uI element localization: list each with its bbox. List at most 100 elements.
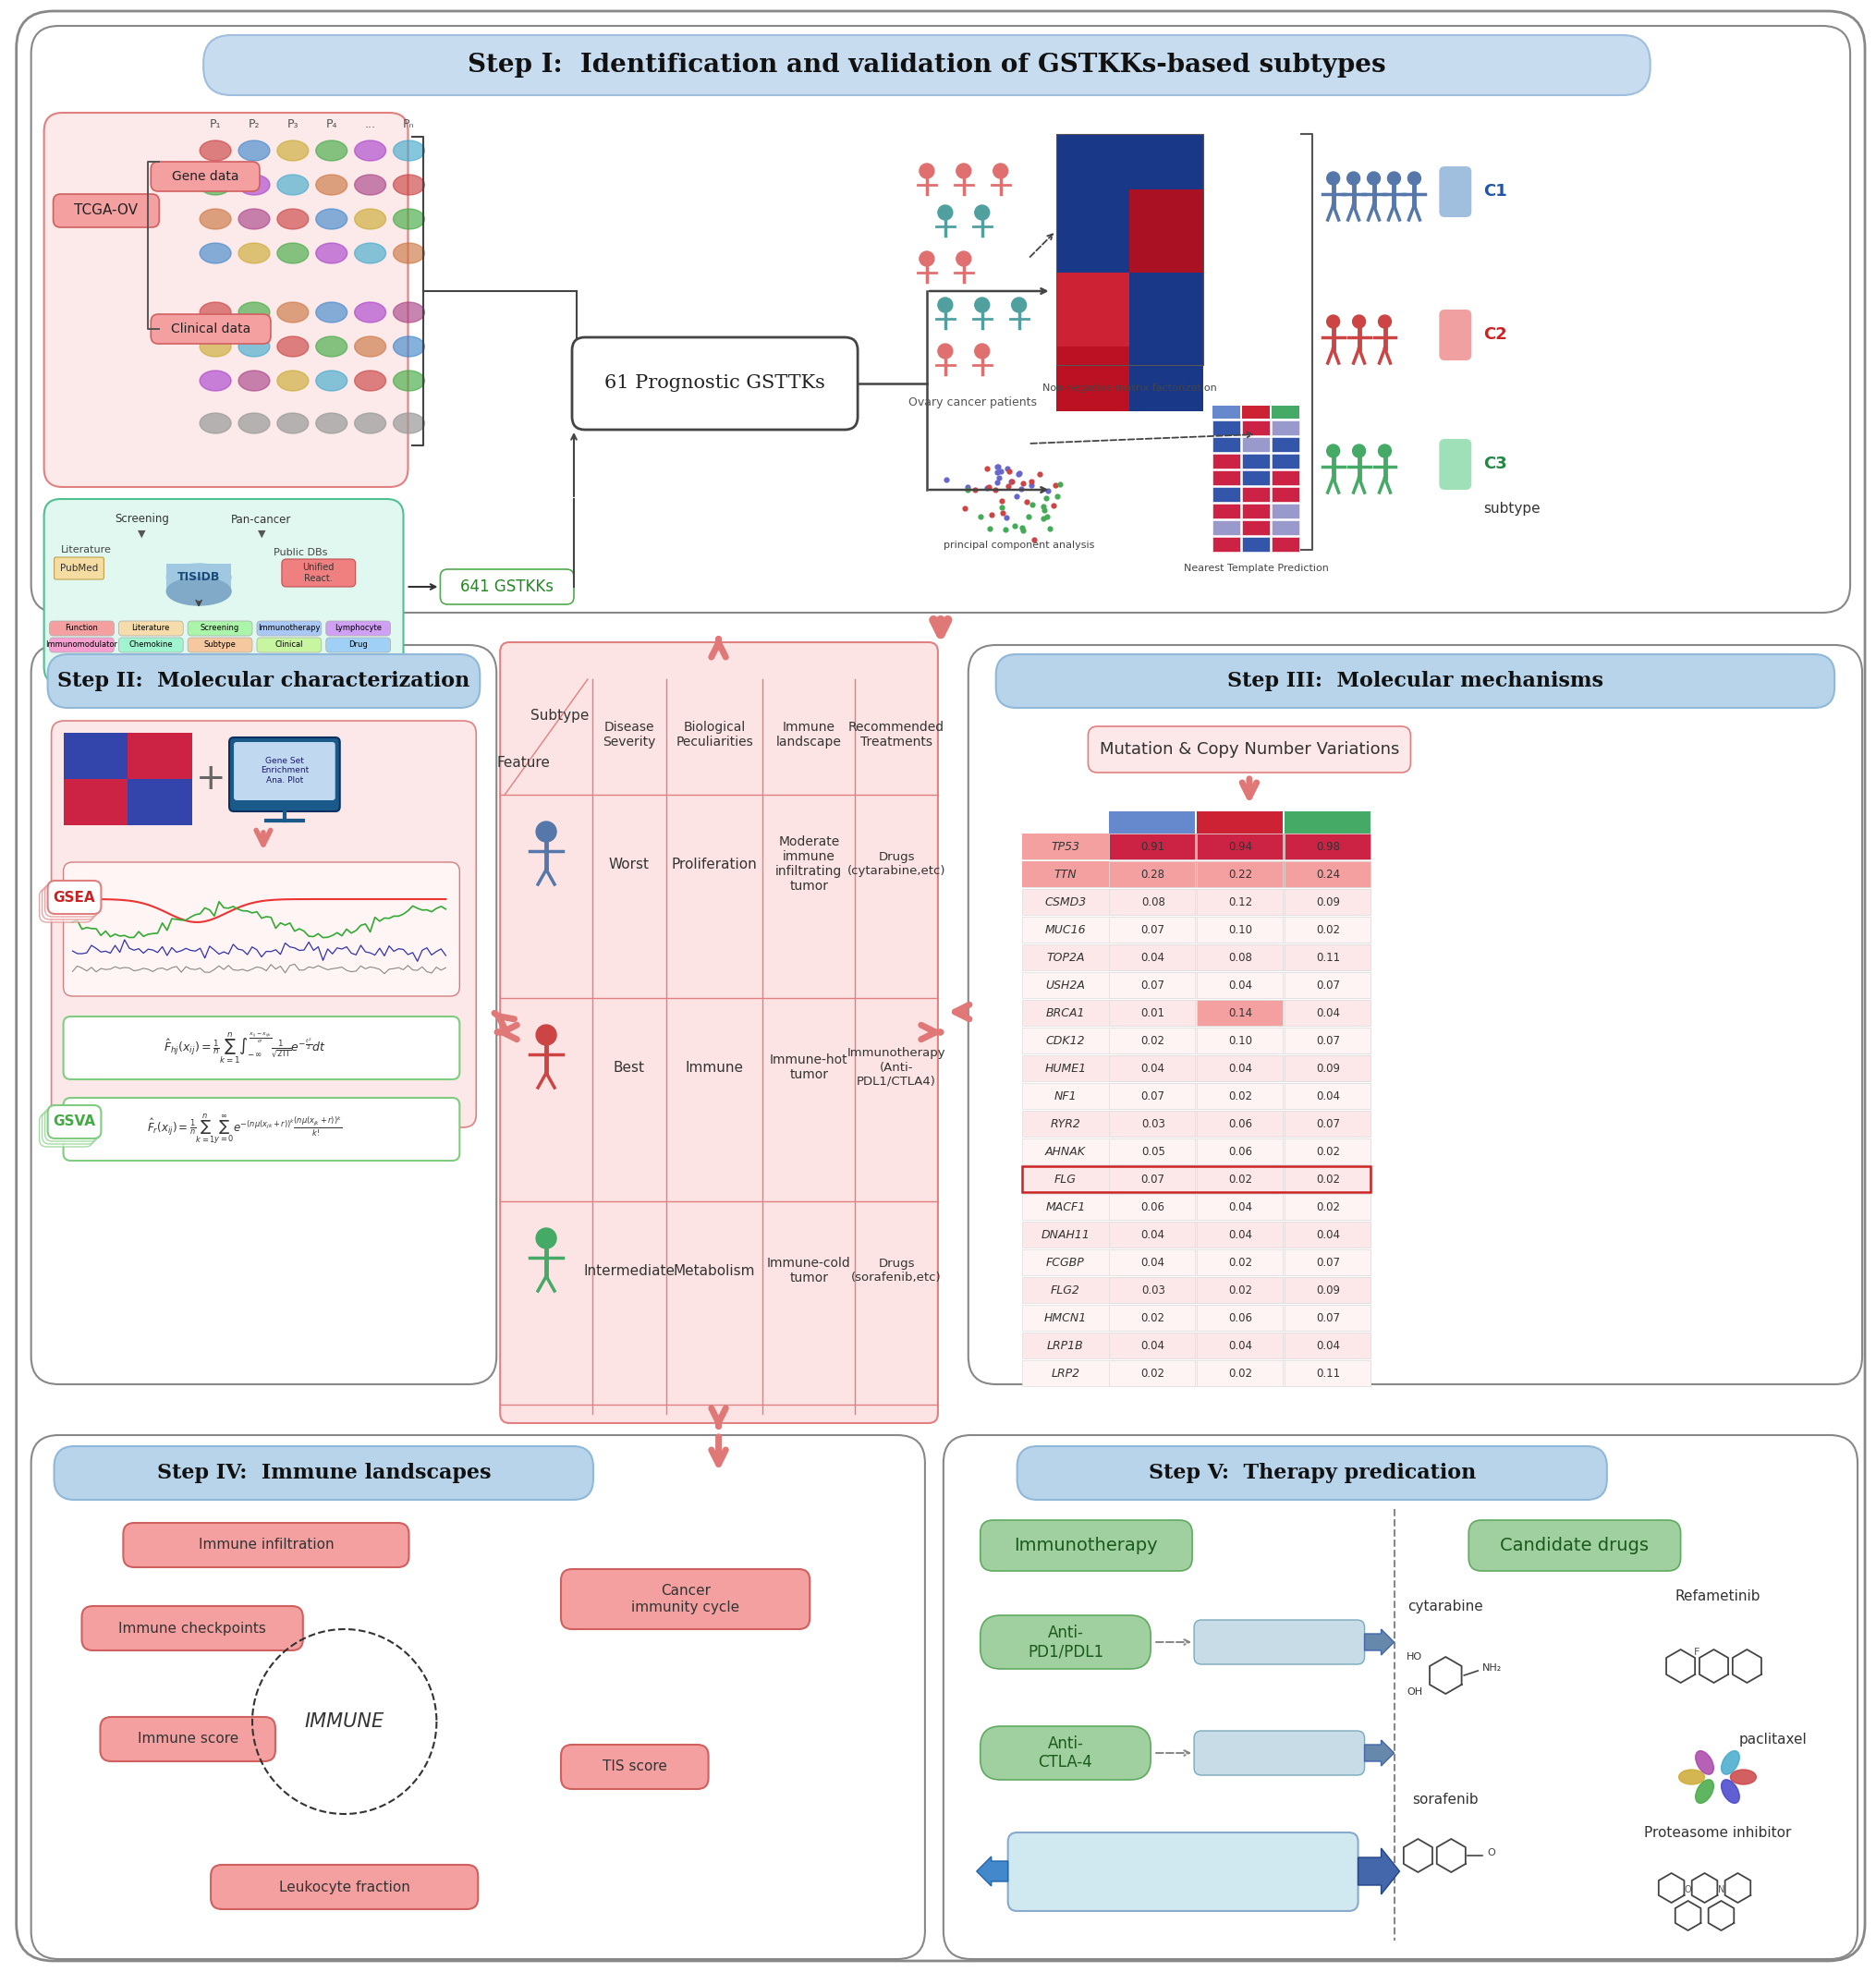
Point bbox=[1045, 469, 1075, 501]
Text: Immunotherapy
(Anti-
PDL1/CTLA4): Immunotherapy (Anti- PDL1/CTLA4) bbox=[848, 1047, 946, 1087]
Bar bbox=[1285, 1000, 1369, 1025]
Circle shape bbox=[1353, 316, 1366, 327]
Text: 0.94: 0.94 bbox=[1229, 840, 1253, 852]
Text: 0.11: 0.11 bbox=[1317, 1367, 1339, 1378]
Bar bbox=[1285, 1027, 1369, 1053]
FancyBboxPatch shape bbox=[981, 1520, 1193, 1572]
Ellipse shape bbox=[315, 302, 347, 323]
Point bbox=[1032, 501, 1062, 532]
FancyBboxPatch shape bbox=[981, 1615, 1150, 1668]
Text: principal component analysis: principal component analysis bbox=[944, 540, 1094, 550]
Ellipse shape bbox=[315, 337, 347, 357]
FancyBboxPatch shape bbox=[49, 637, 114, 653]
Text: O: O bbox=[1488, 1848, 1495, 1858]
Ellipse shape bbox=[238, 302, 270, 323]
Bar bbox=[1285, 1278, 1369, 1303]
Text: Subtype: Subtype bbox=[204, 641, 236, 649]
Point bbox=[996, 465, 1026, 497]
Text: paclitaxel: paclitaxel bbox=[1739, 1733, 1807, 1747]
Point bbox=[1024, 459, 1054, 491]
Bar bbox=[1109, 1165, 1195, 1191]
Ellipse shape bbox=[355, 209, 386, 229]
Bar bbox=[1109, 1138, 1195, 1163]
Circle shape bbox=[1011, 298, 1026, 312]
Bar bbox=[1129, 272, 1203, 412]
FancyBboxPatch shape bbox=[41, 1110, 96, 1144]
Text: C3: C3 bbox=[1484, 456, 1506, 471]
Bar bbox=[1109, 889, 1195, 915]
Ellipse shape bbox=[394, 176, 424, 195]
Bar bbox=[1272, 471, 1298, 485]
Text: 0.03: 0.03 bbox=[1141, 1118, 1165, 1130]
Bar bbox=[1212, 503, 1240, 519]
Text: 0.11: 0.11 bbox=[1317, 951, 1339, 964]
Text: TTN: TTN bbox=[1054, 868, 1077, 880]
Bar bbox=[1022, 1000, 1369, 1025]
Bar bbox=[1109, 1110, 1195, 1136]
Text: DNAH11: DNAH11 bbox=[1041, 1229, 1090, 1240]
FancyBboxPatch shape bbox=[43, 112, 407, 487]
Text: 0.04: 0.04 bbox=[1229, 1339, 1253, 1351]
Text: Recommended
Treatments: Recommended Treatments bbox=[848, 720, 944, 749]
Bar bbox=[1242, 487, 1270, 501]
Text: ▼: ▼ bbox=[257, 530, 265, 538]
Ellipse shape bbox=[394, 243, 424, 264]
Text: subtype: subtype bbox=[1484, 501, 1540, 515]
Bar bbox=[1212, 454, 1240, 469]
Text: Immune infiltration: Immune infiltration bbox=[199, 1538, 334, 1552]
Text: Disease
Severity: Disease Severity bbox=[602, 720, 657, 749]
Text: 0.02: 0.02 bbox=[1317, 1173, 1339, 1185]
Bar bbox=[1272, 536, 1298, 552]
Bar bbox=[1197, 1193, 1283, 1221]
Text: Immunomodulator: Immunomodulator bbox=[45, 641, 118, 649]
Ellipse shape bbox=[238, 371, 270, 390]
Ellipse shape bbox=[238, 140, 270, 162]
Text: 0.07: 0.07 bbox=[1141, 923, 1165, 935]
Bar bbox=[1212, 487, 1240, 501]
Bar bbox=[1056, 347, 1129, 412]
Text: Intermediate: Intermediate bbox=[583, 1264, 675, 1278]
FancyBboxPatch shape bbox=[188, 621, 251, 635]
Ellipse shape bbox=[1722, 1779, 1739, 1802]
Text: 0.02: 0.02 bbox=[1317, 923, 1339, 935]
FancyBboxPatch shape bbox=[99, 1718, 276, 1761]
FancyBboxPatch shape bbox=[54, 558, 103, 580]
Text: 0.04: 0.04 bbox=[1317, 1339, 1339, 1351]
Bar bbox=[1022, 1165, 1369, 1191]
Text: 0.07: 0.07 bbox=[1317, 978, 1339, 992]
Bar bbox=[1197, 1055, 1283, 1081]
Text: 0.22: 0.22 bbox=[1229, 868, 1253, 880]
Bar bbox=[1197, 862, 1283, 887]
Point bbox=[1007, 511, 1037, 542]
Ellipse shape bbox=[394, 337, 424, 357]
Ellipse shape bbox=[278, 209, 308, 229]
FancyBboxPatch shape bbox=[32, 645, 497, 1384]
Text: 0.04: 0.04 bbox=[1229, 1201, 1253, 1213]
FancyBboxPatch shape bbox=[43, 499, 403, 684]
Text: Drugs
(sorafenib,etc): Drugs (sorafenib,etc) bbox=[852, 1258, 942, 1284]
FancyBboxPatch shape bbox=[1439, 440, 1471, 489]
Ellipse shape bbox=[1696, 1779, 1713, 1802]
Text: 0.98: 0.98 bbox=[1317, 840, 1339, 852]
Bar bbox=[1056, 134, 1203, 365]
Bar bbox=[1285, 945, 1369, 970]
FancyBboxPatch shape bbox=[64, 1016, 460, 1079]
Text: Literature: Literature bbox=[62, 544, 113, 554]
Text: 0.10: 0.10 bbox=[1229, 923, 1253, 935]
Text: Feature: Feature bbox=[497, 755, 550, 769]
Point bbox=[972, 454, 1002, 485]
Text: NH₂: NH₂ bbox=[1482, 1662, 1503, 1672]
Text: HUME1: HUME1 bbox=[1045, 1063, 1086, 1075]
Text: 0.02: 0.02 bbox=[1317, 1146, 1339, 1158]
Ellipse shape bbox=[238, 176, 270, 195]
Bar bbox=[1022, 834, 1369, 860]
Circle shape bbox=[919, 164, 934, 177]
Bar bbox=[1272, 438, 1298, 452]
FancyBboxPatch shape bbox=[49, 621, 114, 635]
Text: MACF1: MACF1 bbox=[1045, 1201, 1086, 1213]
Point bbox=[1019, 525, 1049, 556]
Point bbox=[1007, 467, 1037, 499]
Point bbox=[953, 471, 983, 503]
Text: 0.08: 0.08 bbox=[1141, 895, 1165, 907]
FancyBboxPatch shape bbox=[572, 337, 857, 430]
